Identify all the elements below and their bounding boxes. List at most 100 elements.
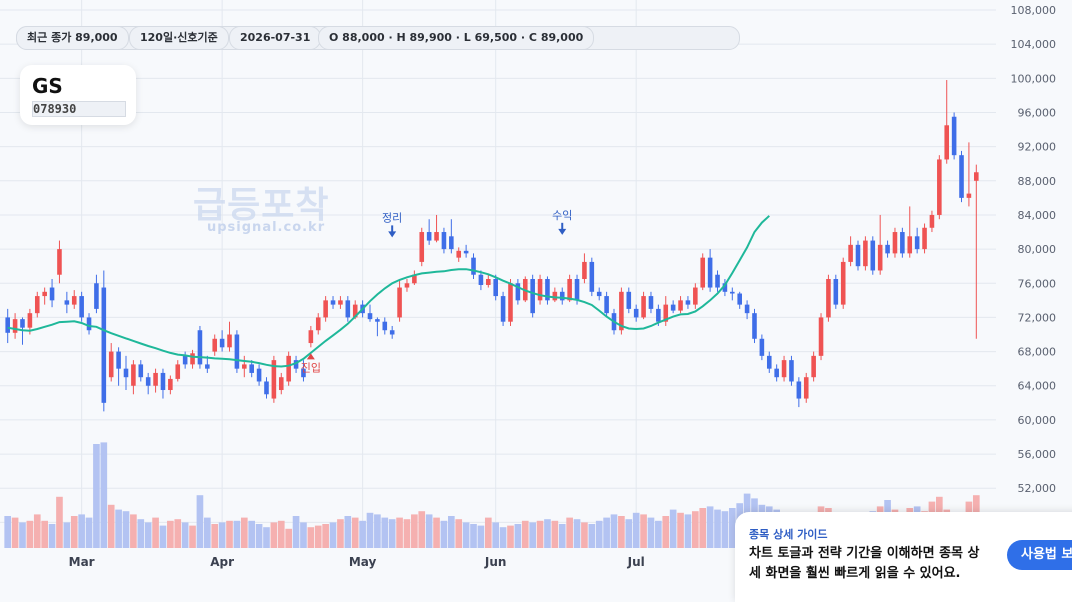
candle-body bbox=[441, 232, 447, 250]
candle-body bbox=[604, 296, 609, 314]
volume-bar bbox=[684, 514, 692, 548]
candle-body bbox=[730, 291, 735, 294]
candle-body bbox=[493, 279, 498, 297]
volume-bar bbox=[551, 520, 559, 548]
candle-body bbox=[552, 291, 558, 301]
candle-body bbox=[160, 372, 166, 391]
candle-body bbox=[449, 236, 454, 250]
candle-body bbox=[715, 274, 720, 288]
volume-bar bbox=[662, 516, 670, 548]
volume-bar bbox=[381, 517, 389, 548]
guide-text: 차트 토글과 전략 기간을 이해하면 종목 상세 화면을 훨씬 빠르게 읽을 수… bbox=[749, 546, 980, 581]
candle-body bbox=[833, 279, 839, 305]
volume-bar bbox=[48, 524, 56, 548]
x-tick-label: May bbox=[349, 555, 377, 569]
volume-bar bbox=[270, 522, 278, 548]
volume-bar bbox=[130, 514, 137, 548]
candle-body bbox=[966, 193, 972, 198]
candle-body bbox=[914, 236, 920, 250]
candle-body bbox=[567, 279, 572, 301]
candle-body bbox=[271, 360, 277, 399]
entry-arrow-icon bbox=[306, 353, 315, 360]
watermark-title: 급등포착 bbox=[193, 185, 330, 226]
info-pill: O 88,000 · H 89,900 · L 69,500 · C 89,00… bbox=[318, 26, 595, 50]
candle-body bbox=[434, 232, 439, 241]
volume-bar bbox=[714, 509, 721, 548]
volume-bar bbox=[307, 527, 315, 548]
candle-body bbox=[959, 155, 964, 198]
volume-bar bbox=[19, 522, 26, 548]
candle-body bbox=[145, 377, 151, 386]
annotation-label: 수익 bbox=[552, 209, 572, 222]
candle-body bbox=[818, 317, 824, 356]
volume-bar bbox=[152, 517, 159, 548]
y-tick-label: 56,000 bbox=[1018, 448, 1057, 461]
candle-body bbox=[71, 296, 77, 305]
volume-bar bbox=[218, 522, 226, 548]
volume-bar bbox=[211, 524, 219, 548]
candle-body bbox=[559, 291, 565, 301]
candle-body bbox=[49, 287, 55, 301]
volume-bar bbox=[595, 520, 603, 548]
candle-body bbox=[34, 296, 40, 314]
ticker-code: 078930 bbox=[32, 101, 126, 117]
volume-bar bbox=[122, 511, 130, 548]
candle-body bbox=[64, 300, 70, 305]
y-tick-label: 108,000 bbox=[1011, 4, 1057, 17]
candle-body bbox=[892, 232, 898, 254]
volume-bar bbox=[70, 516, 78, 548]
candle-body bbox=[877, 244, 883, 271]
chart-area[interactable]: 진입 정리 수익 108,000 104,000 100,000 96,000 92,000… bbox=[0, 0, 1072, 579]
candle-body bbox=[545, 279, 550, 301]
volume-bar bbox=[285, 528, 292, 548]
candle-body bbox=[589, 261, 595, 292]
info-pill: 2026-07-31 bbox=[229, 26, 322, 50]
candle-body bbox=[131, 364, 136, 386]
volume-bar bbox=[448, 516, 455, 548]
volume-bar bbox=[115, 509, 122, 548]
candle-body bbox=[389, 330, 395, 335]
guide-button[interactable]: 사용법 보기 bbox=[1007, 540, 1072, 570]
candle-body bbox=[907, 236, 913, 254]
y-tick-label: 64,000 bbox=[1018, 380, 1057, 393]
volume-bar bbox=[107, 504, 115, 548]
volume-bar bbox=[677, 512, 684, 548]
candle-body bbox=[101, 287, 107, 403]
candle-body bbox=[419, 232, 425, 262]
ticker-card[interactable]: GS 078930 bbox=[20, 65, 136, 125]
candle-body bbox=[456, 250, 462, 258]
volume-bar bbox=[618, 516, 625, 548]
candle-body bbox=[537, 279, 543, 301]
volume-bar bbox=[374, 514, 381, 548]
exit-arrow-icon bbox=[558, 228, 567, 235]
volume-bar bbox=[610, 514, 618, 548]
candle-body bbox=[404, 283, 410, 288]
candle-body bbox=[530, 279, 535, 314]
y-tick-label: 76,000 bbox=[1018, 277, 1057, 290]
volume-bar bbox=[588, 524, 596, 548]
candle-body bbox=[175, 364, 181, 379]
volume-bar bbox=[181, 522, 189, 548]
volume-bar bbox=[706, 506, 714, 548]
volume-bar bbox=[388, 519, 396, 548]
candle-body bbox=[345, 300, 351, 318]
candle-body bbox=[227, 334, 232, 348]
candle-body bbox=[182, 355, 188, 365]
candle-body bbox=[789, 360, 794, 382]
candle-body bbox=[648, 296, 654, 309]
candle-body bbox=[811, 355, 816, 378]
guide-title: 종목 상세 가이드 bbox=[749, 528, 828, 541]
volume-bar bbox=[263, 527, 270, 548]
candle-body bbox=[293, 360, 299, 369]
candle-body bbox=[863, 240, 868, 267]
volume-bar bbox=[455, 519, 463, 548]
candle-body bbox=[153, 372, 158, 386]
y-tick-label: 88,000 bbox=[1018, 175, 1057, 188]
volume-bar bbox=[462, 522, 470, 548]
candle-body bbox=[685, 300, 691, 305]
candle-body bbox=[301, 368, 306, 378]
volume-bar bbox=[26, 520, 34, 548]
candlestick-chart[interactable]: 진입 정리 수익 108,000 104,000 100,000 96,000 92,000… bbox=[0, 0, 1072, 579]
y-tick-label: 84,000 bbox=[1018, 209, 1057, 222]
volume-bar bbox=[144, 522, 152, 548]
